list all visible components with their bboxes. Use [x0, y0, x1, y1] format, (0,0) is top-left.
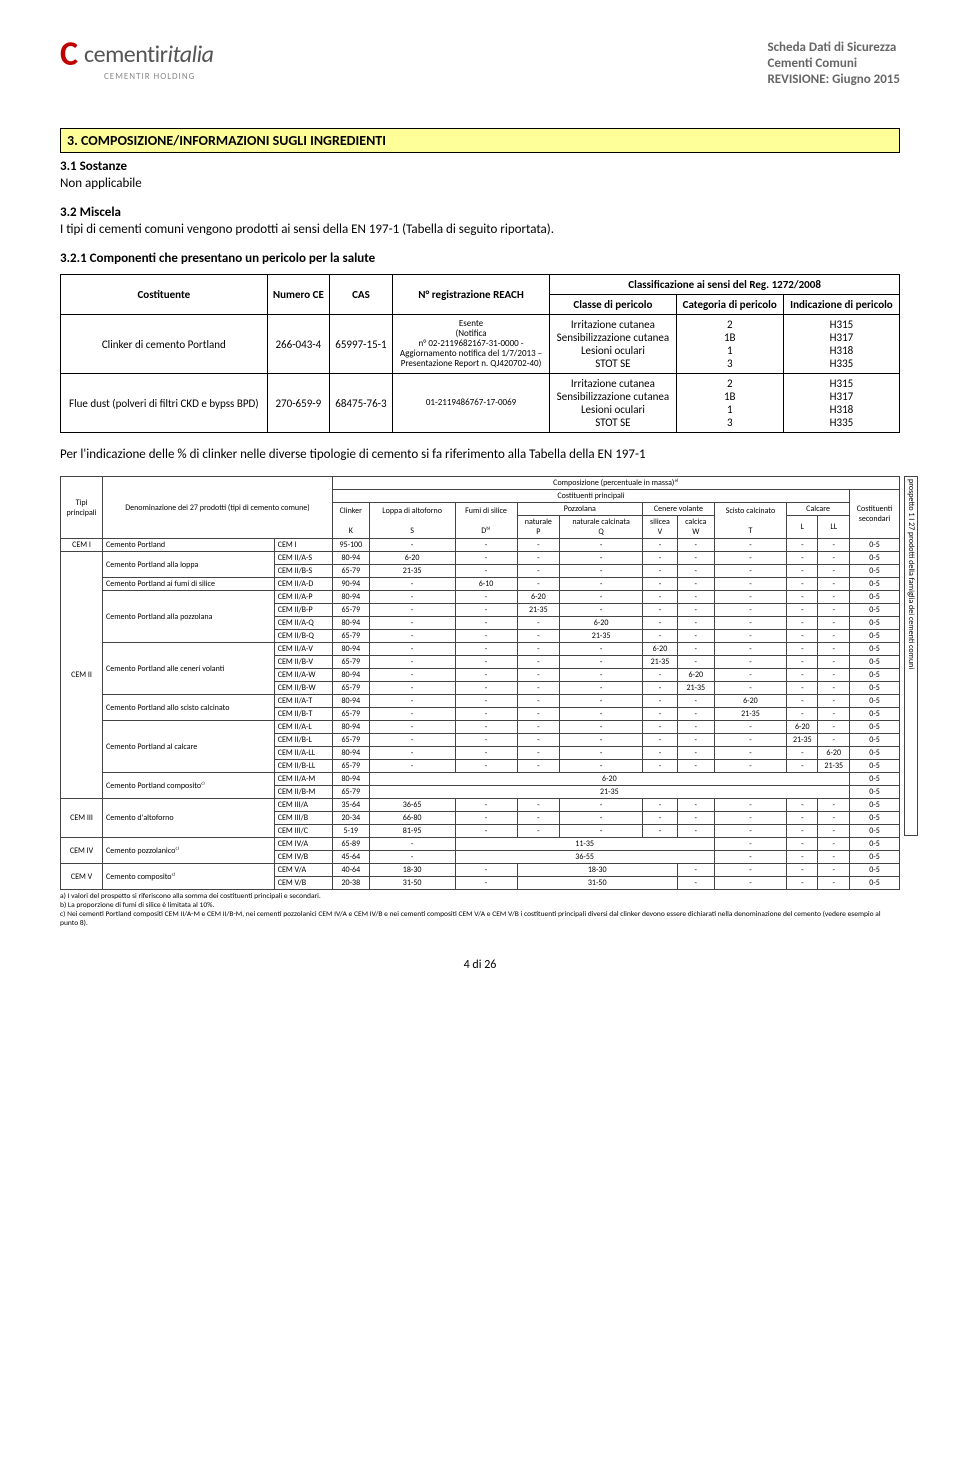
table-row: CEM VCemento compositoᶜ⁾CEM V/A40-6418-3…: [61, 864, 900, 877]
en-table-wrap: prospetto 1 I 27 prodotti della famiglia…: [60, 476, 900, 928]
table-cell: Irritazione cutanea Sensibilizzazione cu…: [550, 315, 676, 374]
doc-title-line: REVISIONE: Giugno 2015: [767, 72, 900, 87]
sub-3-1: 3.1 Sostanze: [60, 159, 900, 174]
table-row: Cemento Portland alle ceneri volantiCEM …: [61, 643, 900, 656]
logo-block: C cementiritalia CEMENTIR HOLDING: [60, 40, 213, 88]
logo-italic: italia: [168, 40, 214, 69]
th-cas: CAS: [330, 275, 393, 315]
table-cell: Clinker di cemento Portland: [61, 315, 268, 374]
sub-3-2-1: 3.2.1 Componenti che presentano un peric…: [60, 251, 900, 266]
logo-subtitle: CEMENTIR HOLDING: [104, 71, 213, 82]
th-classe: Classe di pericolo: [550, 295, 676, 315]
mid-text: Per l'indicazione delle % di clinker nel…: [60, 447, 900, 462]
table-cell: Flue dust (polveri di filtri CKD e bypss…: [61, 374, 268, 433]
table-cell: 01-2119486767-17-0069: [392, 374, 549, 433]
component-table: Costituente Numero CE CAS N° registrazio…: [60, 274, 900, 433]
th-costituente: Costituente: [61, 275, 268, 315]
table-row: Flue dust (polveri di filtri CKD e bypss…: [61, 374, 900, 433]
table-row: CEM IIICemento d'altofornoCEM III/A35-64…: [61, 799, 900, 812]
table-row: CEM ICemento PortlandCEM I95-100--------…: [61, 539, 900, 552]
table-row: CEM IICemento Portland alla loppaCEM II/…: [61, 552, 900, 565]
th-class-title: Classificazione ai sensi del Reg. 1272/2…: [550, 275, 900, 295]
table-cell: 266-043-4: [267, 315, 329, 374]
logo-c-icon: C: [60, 41, 78, 68]
table-row: CEM IVCemento pozzolanicoᶜ⁾CEM IV/A65-89…: [61, 838, 900, 851]
table-cell: H315 H317 H318 H335: [783, 315, 899, 374]
table-cell: H315 H317 H318 H335: [783, 374, 899, 433]
table-cell: 270-659-9: [267, 374, 329, 433]
doc-title-line: Scheda Dati di Sicurezza: [767, 40, 900, 55]
logo-main: cementir: [84, 40, 168, 69]
section-3-heading: 3. COMPOSIZIONE/INFORMAZIONI SUGLI INGRE…: [60, 128, 900, 153]
table-cell: Esente (Notifica n° 02-2119682167-31-000…: [392, 315, 549, 374]
table-row: Clinker di cemento Portland266-043-46599…: [61, 315, 900, 374]
table-cell: Irritazione cutanea Sensibilizzazione cu…: [550, 374, 676, 433]
page-footer: 4 di 26: [60, 958, 900, 972]
logo-text: cementiritalia: [84, 40, 213, 69]
note-line: b) La proporzione di fumi di silice è li…: [60, 901, 900, 910]
table-row: Cemento Portland allo scisto calcinatoCE…: [61, 695, 900, 708]
table-cell: 2 1B 1 3: [676, 315, 783, 374]
th-categoria: Categoria di pericolo: [676, 295, 783, 315]
en-197-table: Tipi principali Denominazione dei 27 pro…: [60, 476, 900, 890]
th-reg-reach: N° registrazione REACH: [392, 275, 549, 315]
th-numero-ce: Numero CE: [267, 275, 329, 315]
table-cell: 68475-76-3: [330, 374, 393, 433]
th-indicazione: Indicazione di pericolo: [783, 295, 899, 315]
table-row: Cemento Portland ai fumi di siliceCEM II…: [61, 578, 900, 591]
table-cell: 2 1B 1 3: [676, 374, 783, 433]
side-label: prospetto 1 I 27 prodotti della famiglia…: [904, 476, 918, 836]
doc-title-block: Scheda Dati di Sicurezza Cementi Comuni …: [767, 40, 900, 88]
note-line: c) Nei cementi Portland compositi CEM II…: [60, 910, 900, 928]
page-header: C cementiritalia CEMENTIR HOLDING Scheda…: [60, 40, 900, 88]
table-cell: 65997-15-1: [330, 315, 393, 374]
doc-title-line: Cementi Comuni: [767, 56, 900, 71]
sub-3-2-text: I tipi di cementi comuni vengono prodott…: [60, 222, 900, 237]
table-row: Cemento Portland compositoᶜ⁾CEM II/A-M80…: [61, 773, 900, 786]
table-row: Cemento Portland alla pozzolanaCEM II/A-…: [61, 591, 900, 604]
en-table-notes: a) I valori del prospetto si riferiscono…: [60, 892, 900, 928]
table-row: Cemento Portland al calcareCEM II/A-L80-…: [61, 721, 900, 734]
sub-3-2: 3.2 Miscela: [60, 205, 900, 220]
note-line: a) I valori del prospetto si riferiscono…: [60, 892, 900, 901]
sub-3-1-text: Non applicabile: [60, 176, 900, 191]
